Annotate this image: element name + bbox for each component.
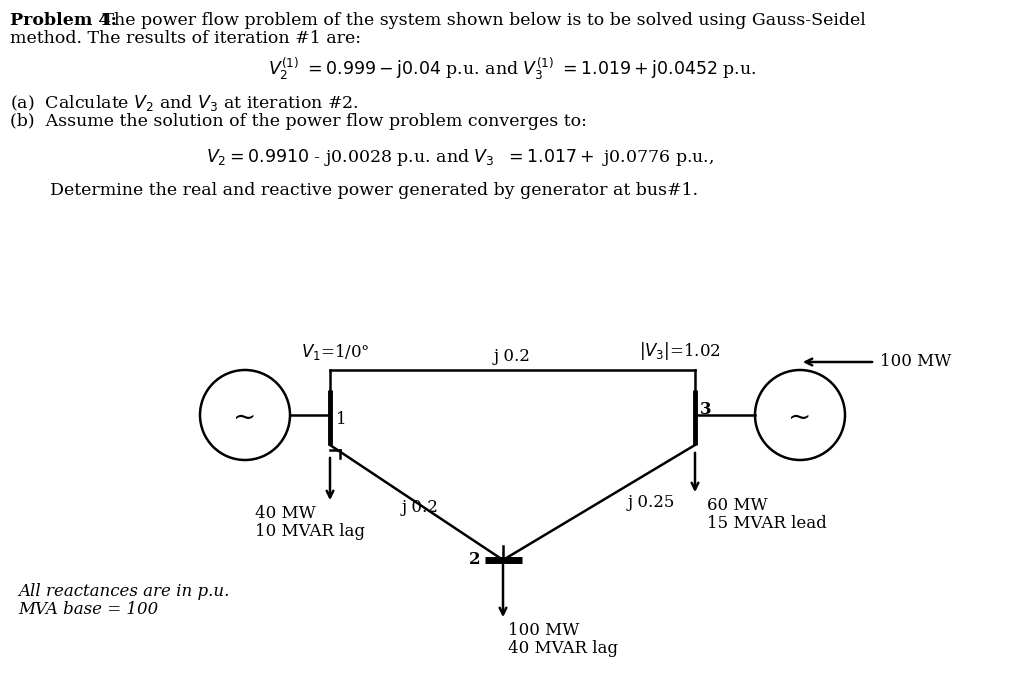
Text: 3: 3 — [700, 402, 712, 418]
Text: 100 MW: 100 MW — [880, 353, 951, 371]
Text: 40 MVAR lag: 40 MVAR lag — [508, 640, 618, 657]
Text: $V_2^{(1)}$ $= 0.999 - \mathrm{j}0.04$ p.u. and $V_3^{(1)}$ $= 1.019 + \mathrm{j: $V_2^{(1)}$ $= 0.999 - \mathrm{j}0.04$ p… — [267, 55, 757, 82]
Text: 60 MW: 60 MW — [707, 497, 768, 514]
Text: $|V_3|$=1.02: $|V_3|$=1.02 — [639, 340, 721, 362]
Text: ~: ~ — [233, 404, 257, 431]
Text: MVA base = 100: MVA base = 100 — [18, 601, 159, 618]
Text: 40 MW: 40 MW — [255, 505, 315, 522]
Text: The power flow problem of the system shown below is to be solved using Gauss-Sei: The power flow problem of the system sho… — [97, 12, 865, 29]
Text: $V_1$=1/0°: $V_1$=1/0° — [301, 342, 370, 362]
Text: (b)  Assume the solution of the power flow problem converges to:: (b) Assume the solution of the power flo… — [10, 113, 587, 130]
Text: 2: 2 — [468, 551, 480, 568]
Text: ~: ~ — [788, 404, 812, 431]
Text: method. The results of iteration #1 are:: method. The results of iteration #1 are: — [10, 30, 361, 47]
Text: Problem 4:: Problem 4: — [10, 12, 117, 29]
Text: 100 MW: 100 MW — [508, 622, 580, 639]
Text: 15 MVAR lead: 15 MVAR lead — [707, 515, 826, 532]
Text: $V_2 = 0.9910$ - j0.0028 p.u. and $V_3$  $= 1.017 +$ j0.0776 p.u.,: $V_2 = 0.9910$ - j0.0028 p.u. and $V_3$ … — [206, 147, 714, 168]
Text: 1: 1 — [336, 411, 347, 429]
Text: All reactances are in p.u.: All reactances are in p.u. — [18, 583, 229, 600]
Text: 10 MVAR lag: 10 MVAR lag — [255, 523, 365, 540]
Text: (a)  Calculate $V_2$ and $V_3$ at iteration #2.: (a) Calculate $V_2$ and $V_3$ at iterati… — [10, 93, 358, 113]
Text: j 0.2: j 0.2 — [494, 348, 530, 365]
Text: j 0.2: j 0.2 — [402, 499, 439, 516]
Text: j 0.25: j 0.25 — [628, 494, 675, 511]
Text: Determine the real and reactive power generated by generator at bus#1.: Determine the real and reactive power ge… — [50, 182, 698, 199]
